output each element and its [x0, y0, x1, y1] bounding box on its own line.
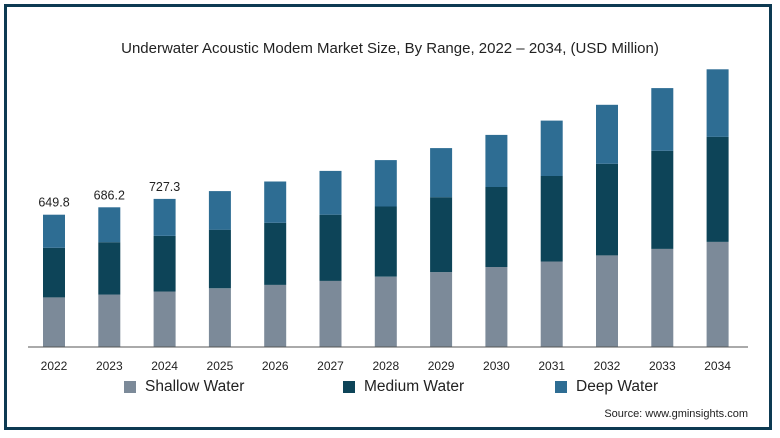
bar-shallow-water-2033 [651, 248, 674, 347]
bar-deep-water-2027 [319, 170, 342, 215]
bar-deep-water-2032 [596, 104, 618, 164]
bar-shallow-water-2025 [208, 288, 231, 347]
bar-deep-water-2024 [153, 198, 176, 236]
bar-deep-water-2023 [98, 207, 121, 243]
bar-deep-water-2033 [651, 88, 674, 151]
legend-swatch-shallow-water [124, 381, 136, 393]
legend-item-shallow-water: Shallow Water [124, 378, 244, 396]
legend-label-medium-water: Medium Water [364, 378, 465, 395]
bar-medium-water-2025 [208, 229, 231, 289]
x-tick-label-2030: 2030 [483, 359, 510, 373]
bar-medium-water-2034 [706, 136, 729, 242]
bar-deep-water-2030 [485, 134, 508, 187]
bar-medium-water-2031 [540, 176, 563, 262]
data-label-2023: 686.2 [94, 188, 125, 202]
bar-medium-water-2023 [98, 242, 121, 295]
bar-medium-water-2024 [153, 236, 176, 292]
x-tick-label-2028: 2028 [372, 359, 399, 373]
bar-deep-water-2028 [374, 160, 397, 207]
bar-shallow-water-2031 [540, 261, 563, 347]
legend-label-shallow-water: Shallow Water [145, 378, 245, 395]
bar-medium-water-2026 [264, 222, 287, 285]
bar-shallow-water-2034 [706, 242, 729, 347]
bar-shallow-water-2032 [596, 255, 618, 347]
bar-shallow-water-2023 [98, 294, 121, 347]
bar-shallow-water-2029 [430, 272, 453, 347]
legend-swatch-medium-water [343, 381, 355, 393]
legend-item-deep-water: Deep Water [555, 378, 658, 396]
bar-deep-water-2029 [430, 148, 453, 198]
bar-deep-water-2025 [208, 191, 231, 230]
legend: Shallow Water Medium Water Deep Water [0, 378, 780, 400]
bar-shallow-water-2022 [43, 297, 65, 347]
source-text: Source: www.gminsights.com [604, 408, 748, 420]
x-tick-label-2032: 2032 [594, 359, 621, 373]
x-tick-label-2022: 2022 [41, 359, 68, 373]
bar-medium-water-2032 [596, 163, 618, 256]
bar-medium-water-2029 [430, 197, 453, 273]
data-label-2024: 727.3 [149, 180, 180, 194]
bar-shallow-water-2028 [374, 276, 397, 347]
legend-label-deep-water: Deep Water [576, 378, 659, 395]
data-label-2022: 649.8 [38, 196, 69, 210]
x-tick-label-2029: 2029 [428, 359, 455, 373]
bar-medium-water-2033 [651, 150, 674, 249]
bar-shallow-water-2024 [153, 291, 176, 347]
x-tick-label-2034: 2034 [704, 359, 731, 373]
chart-title: Underwater Acoustic Modem Market Size, B… [121, 40, 659, 57]
bar-deep-water-2022 [43, 214, 65, 248]
bar-shallow-water-2027 [319, 280, 342, 347]
legend-swatch-deep-water [555, 381, 567, 393]
bar-shallow-water-2030 [485, 267, 508, 347]
bar-deep-water-2034 [706, 69, 729, 137]
legend-item-medium-water: Medium Water [343, 378, 464, 396]
x-tick-label-2024: 2024 [151, 359, 178, 373]
bar-deep-water-2026 [264, 181, 287, 223]
x-tick-label-2025: 2025 [207, 359, 234, 373]
bar-deep-water-2031 [540, 120, 563, 176]
bar-medium-water-2028 [374, 206, 397, 277]
x-tick-label-2026: 2026 [262, 359, 289, 373]
x-tick-label-2031: 2031 [538, 359, 565, 373]
bar-medium-water-2030 [485, 187, 508, 267]
x-tick-label-2027: 2027 [317, 359, 344, 373]
x-tick-label-2023: 2023 [96, 359, 123, 373]
bar-medium-water-2022 [43, 247, 65, 298]
bar-medium-water-2027 [319, 214, 342, 281]
x-tick-label-2033: 2033 [649, 359, 676, 373]
bar-shallow-water-2026 [264, 284, 287, 347]
